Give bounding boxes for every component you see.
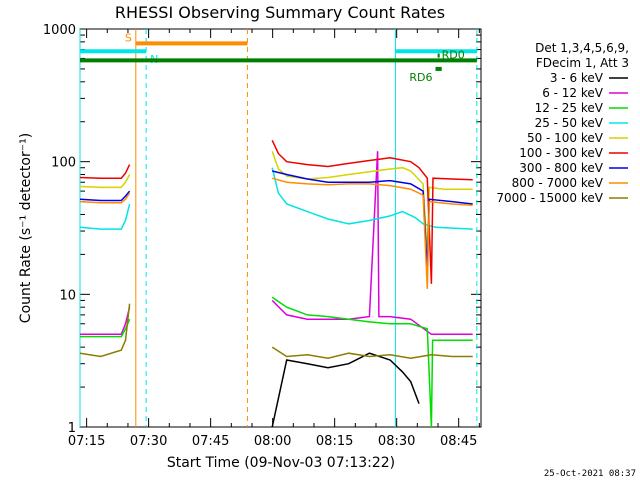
- x-tick-label: 07:45: [192, 434, 229, 449]
- y-tick-label: 1000: [43, 23, 76, 38]
- series-line: [79, 192, 131, 204]
- footer-date: 25-Oct-2021 08:37: [544, 469, 636, 479]
- legend: Det 1,3,4,5,6,9,FDecim 1, Att 33 - 6 keV…: [496, 41, 629, 205]
- x-tick-labels: 07:15 07:30 07:45 08:00 08:15 08:30 08:45: [68, 434, 478, 449]
- series-line: [80, 307, 131, 336]
- chart-title: RHESSI Observing Summary Count Rates: [115, 3, 445, 22]
- legend-entry-label: 300 - 800 keV: [519, 161, 603, 175]
- y-axis-label: Count Rate (s⁻¹ detector⁻¹): [18, 133, 34, 323]
- y-tick-label: 10: [59, 288, 76, 303]
- y-tick-label: 100: [51, 156, 76, 171]
- tick-marks: [80, 28, 481, 428]
- x-tick-label: 07:15: [68, 434, 105, 449]
- x-tick-label: 08:00: [254, 434, 291, 449]
- y-tick-labels: 1 10 100 1000: [43, 23, 76, 436]
- flag-label: S: [125, 31, 132, 44]
- plot-frame: [79, 28, 482, 428]
- legend-entry-label: 3 - 6 keV: [550, 71, 604, 85]
- x-tick-label: 08:45: [440, 434, 477, 449]
- legend-header: FDecim 1, Att 3: [536, 56, 629, 70]
- series-line: [271, 139, 473, 284]
- y-tick-label: 1: [68, 421, 76, 436]
- series-line: [271, 346, 473, 359]
- legend-entry-label: 100 - 300 keV: [519, 146, 603, 160]
- series-line: [272, 177, 473, 289]
- legend-entry-label: 50 - 100 keV: [527, 131, 604, 145]
- flag-label: RD0: [442, 49, 465, 62]
- legend-entry-label: 6 - 12 keV: [542, 86, 604, 100]
- series-lines: [79, 139, 473, 428]
- x-tick-label: 07:30: [130, 434, 167, 449]
- legend-entry-label: 800 - 7000 keV: [512, 176, 604, 190]
- x-axis-label: Start Time (09-Nov-03 07:13:22): [167, 455, 395, 471]
- series-line: [271, 151, 473, 336]
- series-line: [79, 174, 131, 189]
- legend-entry-label: 12 - 25 keV: [535, 101, 604, 115]
- series-line: [79, 303, 131, 358]
- legend-entry-label: 25 - 50 keV: [535, 116, 604, 130]
- legend-entry-label: 7000 - 15000 keV: [496, 191, 603, 205]
- series-line: [271, 352, 420, 428]
- series-line: [79, 164, 131, 179]
- x-tick-label: 08:15: [316, 434, 353, 449]
- series-line: [79, 190, 131, 202]
- observing-markers: SNRD0RD6: [79, 29, 478, 427]
- legend-header: Det 1,3,4,5,6,9,: [535, 41, 629, 55]
- series-line: [271, 296, 473, 428]
- series-line: [79, 203, 131, 230]
- series-line: [272, 170, 473, 272]
- flag-label: RD6: [409, 71, 432, 84]
- series-line: [271, 167, 473, 230]
- x-tick-label: 08:30: [378, 434, 415, 449]
